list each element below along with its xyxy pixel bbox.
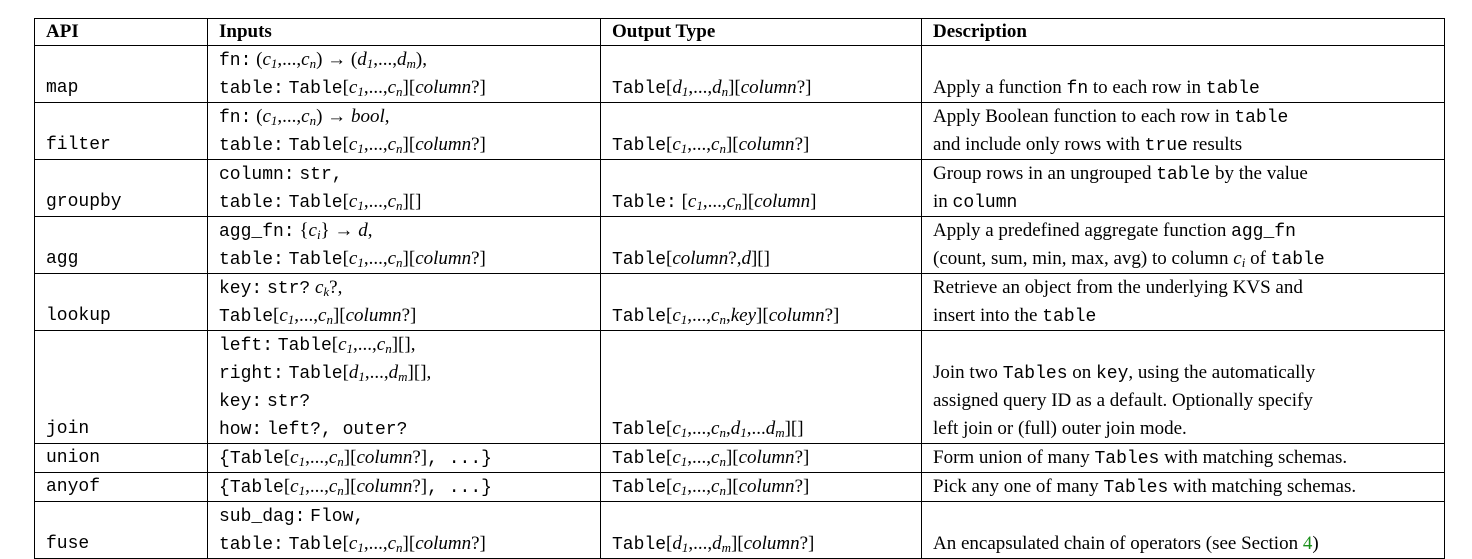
- input-line: table: Table[c1,...,cn][column?]: [219, 134, 486, 156]
- api-name-cell: anyof: [34, 472, 208, 502]
- input-line: sub_dag: Flow,: [219, 507, 365, 527]
- input-line: key: str? ck?,: [219, 277, 343, 299]
- input-line: table: Table[c1,...,cn][column?]: [219, 248, 486, 270]
- description-cell: Group rows in an ungrouped table by the …: [921, 159, 1445, 217]
- description-cell: An encapsulated chain of operators (see …: [921, 501, 1445, 559]
- output-type-cell: Table: [c1,...,cn][column]: [600, 159, 922, 217]
- api-name-cell: agg: [34, 216, 208, 274]
- input-line: table: Table[c1,...,cn][column?]: [219, 77, 486, 99]
- input-line: table: Table[c1,...,cn][column?]: [219, 533, 486, 555]
- inputs-cell: key: str? ck?, Table[c1,...,cn][column?]: [207, 273, 601, 331]
- output-type-text: Table[c1,...,cn,key][column?]: [612, 305, 840, 327]
- input-line: {Table[c1,...,cn][column?], ...}: [219, 447, 492, 469]
- input-line: column: str,: [219, 165, 343, 185]
- api-name-cell: filter: [34, 102, 208, 160]
- description-line: assigned query ID as a default. Optional…: [933, 390, 1313, 411]
- description-line: and include only rows with true results: [933, 134, 1243, 156]
- api-name-cell: groupby: [34, 159, 208, 217]
- description-line: Form union of many Tables with matching …: [933, 447, 1348, 469]
- table-row: filter fn: (c1,...,cn) → bool, table: Tabl…: [34, 102, 1445, 160]
- description-line: (count, sum, min, max, avg) to column ci…: [933, 248, 1325, 270]
- header-description: Description: [921, 18, 1445, 46]
- input-line: right: Table[d1,...,dm][],: [219, 362, 432, 384]
- description-cell: Apply a predefined aggregate function ag…: [921, 216, 1445, 274]
- description-cell: Form union of many Tables with matching …: [921, 443, 1445, 473]
- description-line: in column: [933, 191, 1018, 213]
- description-cell: Join two Tables on key, using the automa…: [921, 330, 1445, 444]
- output-type-cell: Table[c1,...,cn][column?]: [600, 443, 922, 473]
- api-name-cell: lookup: [34, 273, 208, 331]
- output-type-text: Table: [c1,...,cn][column]: [612, 191, 817, 213]
- output-type-text: Table[c1,...,cn][column?]: [612, 476, 810, 498]
- input-line: how: left?, outer?: [219, 420, 408, 440]
- output-type-text: Table[c1,...,cn][column?]: [612, 447, 810, 469]
- section-ref-link[interactable]: 4: [1302, 533, 1313, 554]
- description-line: Apply a predefined aggregate function ag…: [933, 220, 1296, 242]
- table-row: union {Table[c1,...,cn][column?], ...} Tab…: [34, 443, 1445, 473]
- description-line: Retrieve an object from the underlying K…: [933, 277, 1303, 298]
- inputs-cell: {Table[c1,...,cn][column?], ...}: [207, 443, 601, 473]
- input-line: left: Table[c1,...,cn][],: [219, 334, 416, 356]
- output-type-text: Table[column?,d][]: [612, 248, 770, 270]
- api-name-cell: fuse: [34, 501, 208, 559]
- output-type-cell: Table[c1,...,cn][column?]: [600, 102, 922, 160]
- output-type-cell: Table[d1,...,dm][column?]: [600, 501, 922, 559]
- api-table: API Inputs Output Type Description map fn…: [34, 18, 1445, 559]
- output-type-cell: Table[d1,...,dn][column?]: [600, 45, 922, 103]
- table-header-row: API Inputs Output Type Description: [34, 18, 1445, 46]
- table-row: anyof {Table[c1,...,cn][column?], ...} Tab…: [34, 472, 1445, 502]
- input-line: {Table[c1,...,cn][column?], ...}: [219, 476, 492, 498]
- input-line: agg_fn: {ci} → d,: [219, 220, 373, 242]
- input-line: Table[c1,...,cn][column?]: [219, 305, 417, 327]
- api-name-cell: join: [34, 330, 208, 444]
- inputs-cell: {Table[c1,...,cn][column?], ...}: [207, 472, 601, 502]
- description-line: An encapsulated chain of operators (see …: [933, 533, 1319, 554]
- header-api: API: [34, 18, 208, 46]
- inputs-cell: left: Table[c1,...,cn][], right: Table[d1…: [207, 330, 601, 444]
- header-output-type: Output Type: [600, 18, 922, 46]
- output-type-cell: Table[c1,...,cn,key][column?]: [600, 273, 922, 331]
- api-name-cell: union: [34, 443, 208, 473]
- table-row: lookup key: str? ck?, Table[c1,...,cn][col…: [34, 273, 1445, 331]
- description-line: Group rows in an ungrouped table by the …: [933, 163, 1308, 185]
- description-cell: Apply a function fn to each row in table: [921, 45, 1445, 103]
- table-row: agg agg_fn: {ci} → d, table: Table[c1,...,…: [34, 216, 1445, 274]
- table-row: map fn: (c1,...,cn) → (d1,...,dm), table: …: [34, 45, 1445, 103]
- input-line: fn: (c1,...,cn) → bool,: [219, 106, 390, 128]
- table-row: join left: Table[c1,...,cn][], right: Tabl…: [34, 330, 1445, 444]
- input-line: fn: (c1,...,cn) → (d1,...,dm),: [219, 49, 427, 71]
- inputs-cell: sub_dag: Flow, table: Table[c1,...,cn][co…: [207, 501, 601, 559]
- inputs-cell: column: str, table: Table[c1,...,cn][]: [207, 159, 601, 217]
- output-type-text: Table[c1,...,cn,d1,...dm][]: [612, 418, 804, 440]
- description-line: insert into the table: [933, 305, 1097, 327]
- description-line: left join or (full) outer join mode.: [933, 418, 1187, 439]
- output-type-cell: Table[column?,d][]: [600, 216, 922, 274]
- inputs-cell: agg_fn: {ci} → d, table: Table[c1,...,cn]…: [207, 216, 601, 274]
- description-line: Apply a function fn to each row in table: [933, 77, 1260, 99]
- api-name-cell: map: [34, 45, 208, 103]
- output-type-text: Table[d1,...,dm][column?]: [612, 533, 815, 555]
- output-type-cell: Table[c1,...,cn][column?]: [600, 472, 922, 502]
- output-type-text: Table[d1,...,dn][column?]: [612, 77, 812, 99]
- output-type-cell: Table[c1,...,cn,d1,...dm][]: [600, 330, 922, 444]
- description-line: Apply Boolean function to each row in ta…: [933, 106, 1289, 128]
- inputs-cell: fn: (c1,...,cn) → bool, table: Table[c1,.…: [207, 102, 601, 160]
- description-line: Pick any one of many Tables with matchin…: [933, 476, 1357, 498]
- description-cell: Retrieve an object from the underlying K…: [921, 273, 1445, 331]
- table-row: groupby column: str, table: Table[c1,...,c…: [34, 159, 1445, 217]
- description-cell: Apply Boolean function to each row in ta…: [921, 102, 1445, 160]
- table-body: map fn: (c1,...,cn) → (d1,...,dm), table: …: [34, 45, 1445, 559]
- description-cell: Pick any one of many Tables with matchin…: [921, 472, 1445, 502]
- output-type-text: Table[c1,...,cn][column?]: [612, 134, 810, 156]
- input-line: table: Table[c1,...,cn][]: [219, 191, 422, 213]
- input-line: key: str?: [219, 392, 311, 412]
- table-row: fuse sub_dag: Flow, table: Table[c1,...,cn…: [34, 501, 1445, 559]
- description-line: Join two Tables on key, using the automa…: [933, 362, 1316, 384]
- inputs-cell: fn: (c1,...,cn) → (d1,...,dm), table: Tab…: [207, 45, 601, 103]
- header-inputs: Inputs: [207, 18, 601, 46]
